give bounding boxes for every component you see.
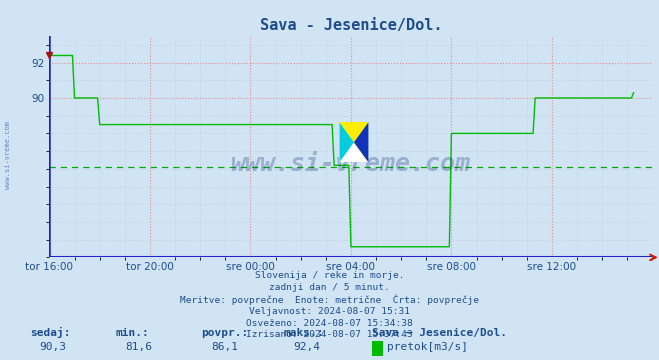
Text: 86,1: 86,1: [211, 342, 238, 352]
Polygon shape: [339, 122, 368, 162]
Text: 90,3: 90,3: [40, 342, 67, 352]
Text: pretok[m3/s]: pretok[m3/s]: [387, 342, 469, 352]
Polygon shape: [354, 122, 368, 162]
Text: www.si-vreme.com: www.si-vreme.com: [5, 121, 11, 189]
Text: povpr.:: povpr.:: [201, 328, 248, 338]
Text: sedaj:: sedaj:: [30, 327, 70, 338]
Text: maks.:: maks.:: [283, 328, 324, 338]
Text: www.si-vreme.com: www.si-vreme.com: [231, 152, 471, 176]
FancyBboxPatch shape: [339, 122, 368, 162]
Text: min.:: min.:: [115, 328, 149, 338]
Text: Izrisano: 2024-08-07 15:37:43: Izrisano: 2024-08-07 15:37:43: [246, 330, 413, 339]
Polygon shape: [339, 122, 354, 162]
Text: Sava – Jesenice/Dol.: Sava – Jesenice/Dol.: [372, 328, 507, 338]
Text: Veljavnost: 2024-08-07 15:31: Veljavnost: 2024-08-07 15:31: [249, 307, 410, 316]
Text: Slovenija / reke in morje.: Slovenija / reke in morje.: [255, 271, 404, 280]
Text: zadnji dan / 5 minut.: zadnji dan / 5 minut.: [269, 283, 390, 292]
Text: 81,6: 81,6: [125, 342, 152, 352]
Text: 92,4: 92,4: [293, 342, 320, 352]
Text: Meritve: povprečne  Enote: metrične  Črta: povprečje: Meritve: povprečne Enote: metrične Črta:…: [180, 295, 479, 305]
Text: Osveženo: 2024-08-07 15:34:38: Osveženo: 2024-08-07 15:34:38: [246, 319, 413, 328]
Title: Sava - Jesenice/Dol.: Sava - Jesenice/Dol.: [260, 18, 442, 33]
